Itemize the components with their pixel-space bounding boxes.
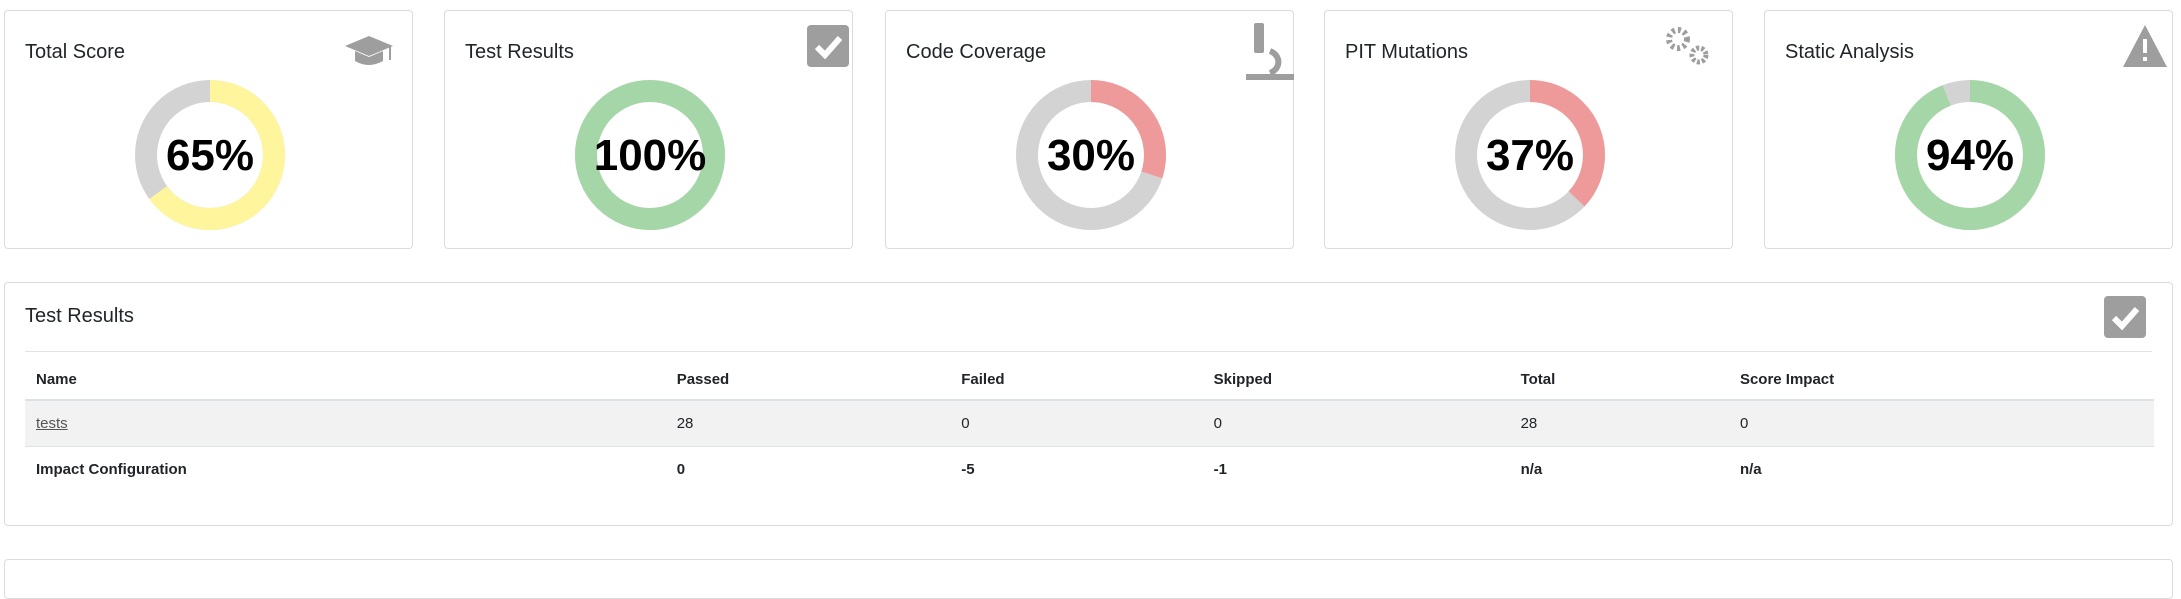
results-table: Name Passed Failed Skipped Total Score Impact… — [25, 359, 2154, 492]
card-icon — [807, 25, 849, 67]
card-icon — [1246, 48, 1294, 80]
donut-arc — [1895, 80, 2045, 230]
card-title: Code Coverage — [906, 41, 1047, 63]
card-icon — [1689, 45, 1709, 65]
column-header: Passed — [665, 359, 951, 401]
donut-label: 100% — [594, 131, 707, 180]
card-icon — [1666, 27, 1690, 51]
suite-link[interactable]: tests — [36, 415, 68, 432]
table-cell: 0 — [1202, 400, 1510, 447]
score-card: 37% PIT Mutations — [1324, 10, 1733, 249]
donut-label: 65% — [166, 131, 254, 180]
next-panel — [4, 559, 2173, 599]
donut-label: 37% — [1486, 131, 1574, 180]
table-cell: 0 — [950, 400, 1203, 447]
card-title: Static Analysis — [1785, 41, 1914, 63]
donut-chart: 94% — [1895, 25, 2167, 230]
table-cell: n/a — [1739, 461, 1762, 478]
card-icon — [814, 36, 843, 60]
score-card: 30% Code Coverage — [885, 10, 1294, 249]
donut-chart: 65% — [135, 36, 393, 230]
table-cell: 28 — [1509, 400, 1729, 447]
column-header: Score Impact — [1728, 359, 2154, 401]
card-icon — [389, 46, 391, 60]
card-title: Total Score — [25, 41, 126, 63]
donut-chart: 100% — [575, 25, 849, 230]
table-row: Impact Configuration 0 -5 -1 n/a n/a — [25, 447, 2154, 493]
donut-arc — [1016, 80, 1166, 230]
page: 65% Total Score 100% Test Results 30% Code Co… — [4, 10, 2173, 599]
header-row: Name Passed Failed Skipped Total Score Impact — [25, 359, 2154, 401]
donut-arc — [135, 80, 285, 230]
donut-arc — [575, 80, 725, 230]
card-title: Test Results — [465, 41, 574, 63]
table-cell: -1 — [1213, 461, 1227, 478]
score-card: 94% Static Analysis — [1764, 10, 2173, 249]
card-icon — [2143, 39, 2147, 53]
column-header: Name — [25, 359, 666, 401]
table-cell: 0 — [1728, 400, 2154, 447]
table-cell: 0 — [676, 461, 686, 478]
table-cell: 28 — [665, 400, 951, 447]
table-cell: tests — [25, 400, 666, 447]
column-header: Total — [1509, 359, 1729, 401]
table-row: tests 28 0 0 28 0 — [25, 400, 2154, 447]
table-cell: -5 — [961, 461, 975, 478]
card-title: PIT Mutations — [1345, 41, 1469, 63]
test-results-panel: Test Results Name Passed Failed Skipped Tota… — [4, 282, 2173, 526]
score-card: 65% Total Score — [4, 10, 413, 249]
card-icon — [355, 51, 383, 65]
card-icon — [345, 36, 393, 56]
donut-chart: 37% — [1455, 27, 1709, 230]
donut-label: 94% — [1926, 131, 2014, 180]
card-icon — [2143, 57, 2147, 61]
donut-chart: 30% — [1016, 23, 1294, 230]
column-header: Failed — [950, 359, 1203, 401]
donut-label: 30% — [1047, 131, 1135, 180]
check-icon — [2104, 296, 2146, 338]
table-cell: Impact Configuration — [36, 461, 187, 478]
score-card: 100% Test Results — [444, 10, 853, 249]
donut-arc — [1455, 80, 1605, 230]
table-cell: n/a — [1520, 461, 1543, 478]
divider — [25, 351, 2152, 352]
column-header: Skipped — [1202, 359, 1510, 401]
card-icon — [1254, 23, 1264, 53]
panel-title: Test Results — [25, 305, 134, 327]
